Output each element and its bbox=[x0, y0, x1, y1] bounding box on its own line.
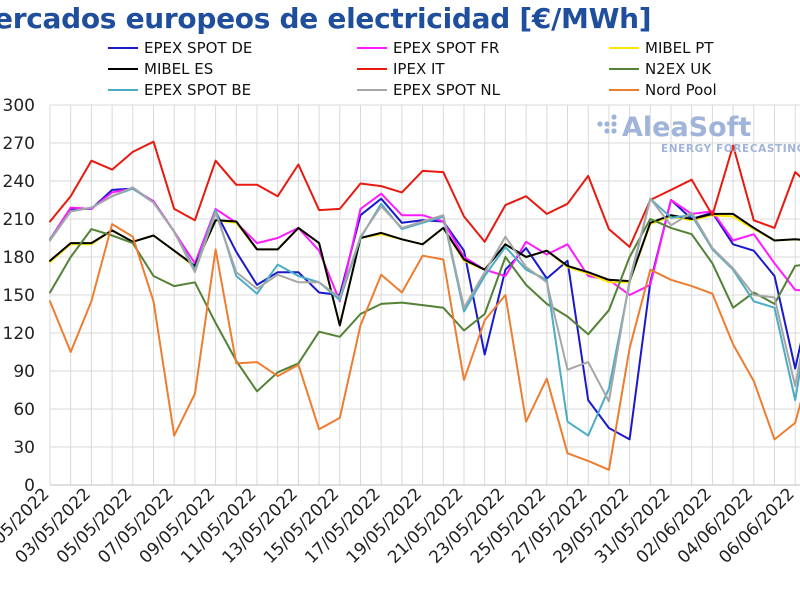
logo-name: AleaSoft bbox=[622, 112, 751, 143]
series-line-epex-spot-be bbox=[49, 187, 800, 437]
y-axis: 0 30 60 90 120 150 180 210 240 270 300 bbox=[3, 96, 35, 496]
y-tick-label: 90 bbox=[13, 362, 35, 382]
legend-label: Nord Pool bbox=[645, 81, 717, 99]
y-tick-label: 0 bbox=[24, 476, 35, 496]
y-tick-label: 270 bbox=[3, 134, 35, 154]
chart-title: ercados europeos de electricidad [€/MWh] bbox=[0, 2, 652, 35]
series-line-mibel-pt bbox=[49, 214, 800, 327]
legend: EPEX SPOT DE EPEX SPOT FR MIBEL PT MIBEL ES… bbox=[108, 39, 717, 99]
series-lines bbox=[49, 140, 800, 471]
y-tick-label: 180 bbox=[3, 248, 35, 268]
legend-label: N2EX UK bbox=[645, 60, 712, 78]
series-line-mibel-es bbox=[49, 212, 800, 327]
grid bbox=[49, 104, 800, 486]
legend-label: EPEX SPOT FR bbox=[393, 39, 499, 57]
y-tick-label: 210 bbox=[3, 210, 35, 230]
legend-label: MIBEL PT bbox=[645, 39, 714, 57]
aleasoft-logo: AleaSoft ENERGY FORECASTING bbox=[597, 112, 800, 155]
legend-label: EPEX SPOT BE bbox=[144, 81, 251, 99]
series-line-epex-spot-nl bbox=[49, 186, 800, 403]
legend-label: EPEX SPOT NL bbox=[393, 81, 501, 99]
y-tick-label: 150 bbox=[3, 286, 35, 306]
y-tick-label: 120 bbox=[3, 324, 35, 344]
logo-tagline: ENERGY FORECASTING bbox=[661, 143, 800, 155]
y-tick-label: 60 bbox=[13, 400, 35, 420]
series-line-ipex-it bbox=[49, 140, 800, 248]
legend-label: MIBEL ES bbox=[144, 60, 213, 78]
logo-dots-icon bbox=[597, 114, 617, 134]
y-tick-label: 30 bbox=[13, 438, 35, 458]
series-line-epex-spot-de bbox=[49, 187, 800, 441]
legend-label: IPEX IT bbox=[393, 60, 445, 78]
y-tick-label: 300 bbox=[3, 96, 35, 116]
x-axis: 01/05/202203/05/202205/05/202207/05/2022… bbox=[0, 484, 800, 568]
legend-label: EPEX SPOT DE bbox=[144, 39, 252, 57]
series-line-n2ex-uk bbox=[49, 218, 800, 393]
series-line-nord-pool bbox=[49, 223, 800, 471]
y-tick-label: 240 bbox=[3, 172, 35, 192]
